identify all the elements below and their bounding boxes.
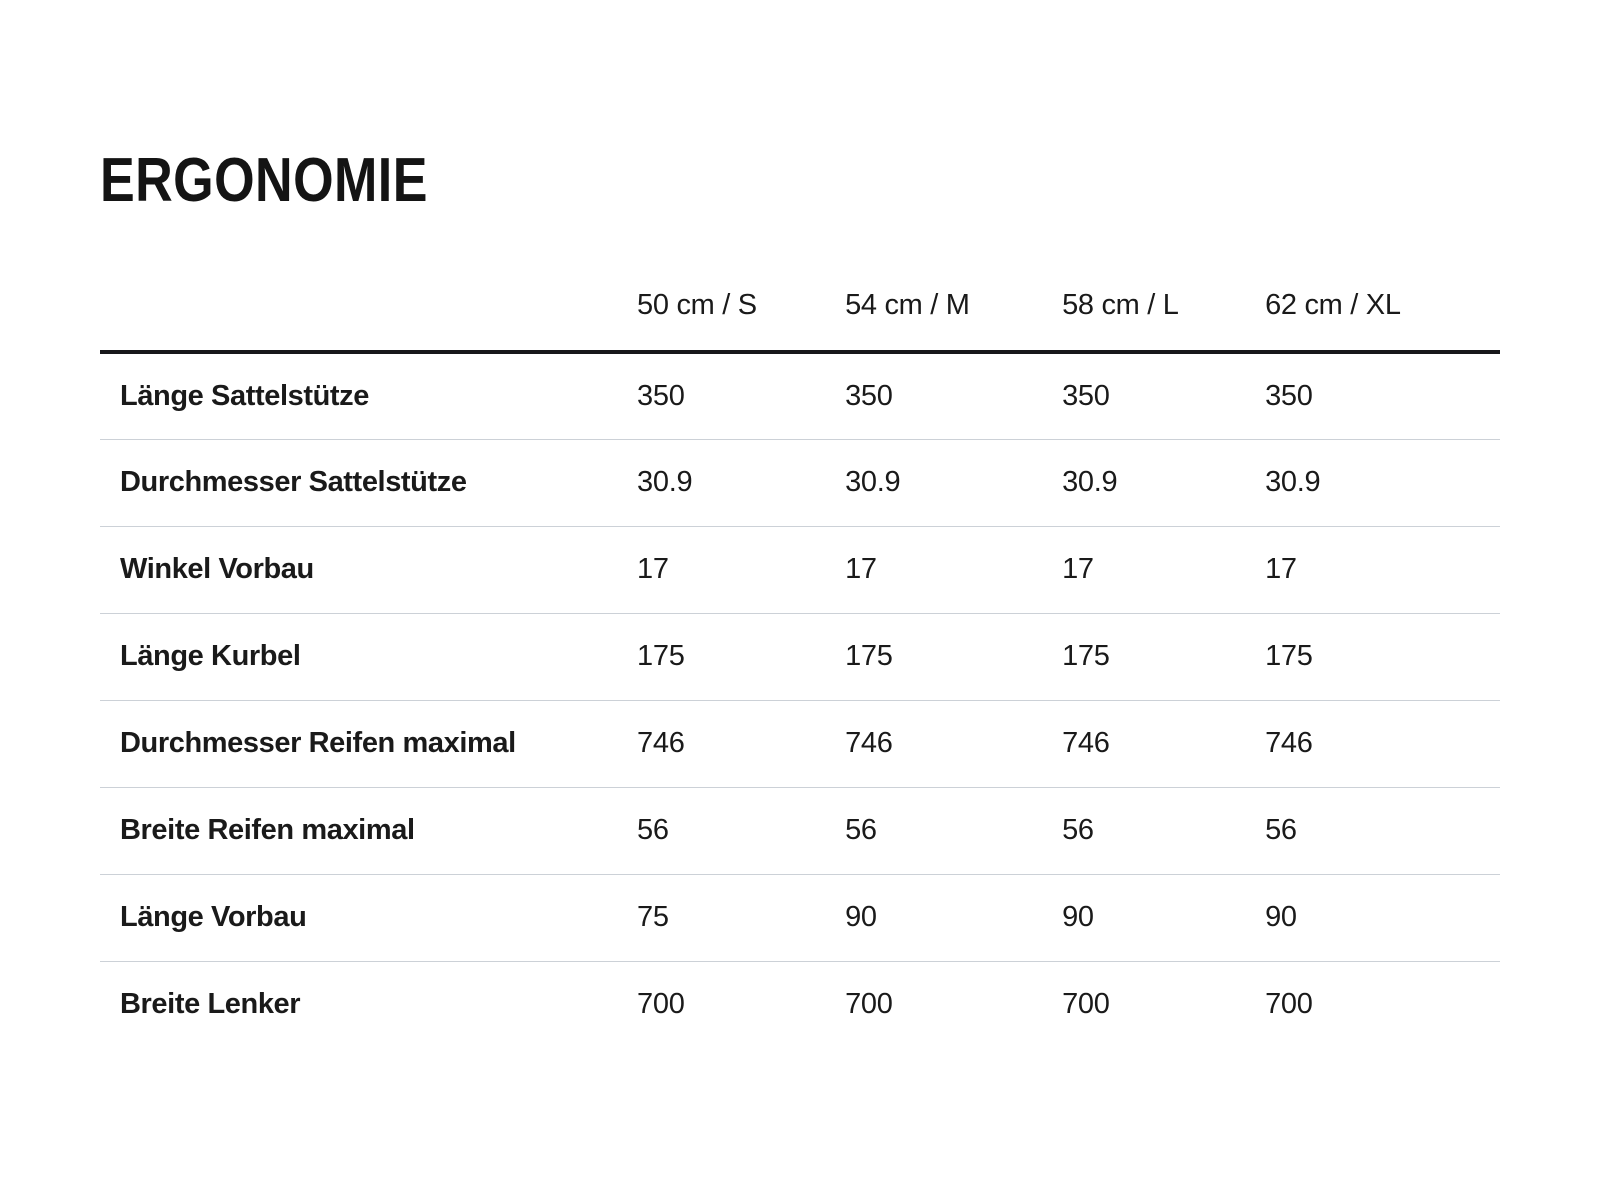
cell-value: 175 bbox=[845, 613, 1063, 701]
cell-value: 90 bbox=[845, 874, 1063, 962]
row-label: Breite Lenker bbox=[120, 988, 301, 1021]
row-label: Länge Sattelstütze bbox=[100, 352, 638, 440]
row-label: Durchmesser Reifen maximal bbox=[100, 700, 638, 788]
table-row: Winkel Vorbau 17 17 17 17 bbox=[100, 526, 1500, 614]
column-header-size-l: 58 cm / L bbox=[1062, 290, 1266, 354]
cell-value: 90 bbox=[1062, 874, 1266, 962]
cell-value: 746 bbox=[1265, 700, 1500, 788]
cell-value: 17 bbox=[637, 526, 846, 614]
cell-value: 175 bbox=[1265, 613, 1500, 701]
cell-value: 17 bbox=[845, 526, 1063, 614]
header-corner-empty bbox=[100, 290, 638, 354]
header-row: 50 cm / S 54 cm / M 58 cm / L 62 cm / XL bbox=[100, 290, 1500, 354]
row-label: Durchmesser Sattelstütze bbox=[100, 439, 638, 527]
row-label: Breite Reifen maximal bbox=[100, 787, 638, 875]
cell-value: 700 bbox=[637, 988, 685, 1021]
cell-value: 746 bbox=[637, 700, 846, 788]
cell-value: 700 bbox=[1265, 988, 1313, 1021]
row-label: Winkel Vorbau bbox=[100, 526, 638, 614]
cell-value: 746 bbox=[845, 700, 1063, 788]
table-row: Länge Sattelstütze 350 350 350 350 bbox=[100, 352, 1500, 440]
cell-value: 350 bbox=[845, 352, 1063, 440]
row-label: Länge Kurbel bbox=[100, 613, 638, 701]
cell-value: 30.9 bbox=[1265, 439, 1500, 527]
cell-value: 75 bbox=[637, 874, 846, 962]
cell-value: 56 bbox=[637, 787, 846, 875]
column-header-size-s: 50 cm / S bbox=[637, 290, 846, 354]
cell-value: 350 bbox=[637, 352, 846, 440]
cell-value: 746 bbox=[1062, 700, 1266, 788]
page-title: ERGONOMIE bbox=[100, 146, 428, 215]
cell-value: 56 bbox=[1062, 787, 1266, 875]
table-row: Breite Reifen maximal 56 56 56 56 bbox=[100, 787, 1500, 875]
column-header-size-m: 54 cm / M bbox=[845, 290, 1063, 354]
table-body: Länge Sattelstütze 350 350 350 350 Durchmesse… bbox=[100, 352, 1500, 1048]
table-row: Durchmesser Sattelstütze 30.9 30.9 30.9 30.9 bbox=[100, 439, 1500, 527]
cell-value: 175 bbox=[637, 613, 846, 701]
row-label: Länge Vorbau bbox=[100, 874, 638, 962]
cell-value: 17 bbox=[1265, 526, 1500, 614]
cell-value: 56 bbox=[845, 787, 1063, 875]
table-header: 50 cm / S 54 cm / M 58 cm / L 62 cm / XL bbox=[100, 290, 1500, 354]
cell-value: 17 bbox=[1062, 526, 1266, 614]
cell-value: 30.9 bbox=[845, 439, 1063, 527]
table-row: Breite Lenker 700 700 700 700 bbox=[100, 961, 1500, 1048]
column-header-size-xl: 62 cm / XL bbox=[1265, 290, 1500, 354]
cell-value: 175 bbox=[1062, 613, 1266, 701]
cell-value: 700 bbox=[845, 988, 893, 1021]
table-row: Durchmesser Reifen maximal 746 746 746 746 bbox=[100, 700, 1500, 788]
cell-value: 350 bbox=[1265, 352, 1500, 440]
cell-value: 30.9 bbox=[1062, 439, 1266, 527]
cell-value: 700 bbox=[1062, 988, 1110, 1021]
table-row: Länge Kurbel 175 175 175 175 bbox=[100, 613, 1500, 701]
ergonomics-table: 50 cm / S 54 cm / M 58 cm / L 62 cm / XL… bbox=[100, 290, 1500, 1048]
table-row: Länge Vorbau 75 90 90 90 bbox=[100, 874, 1500, 962]
ergonomics-section: ERGONOMIE 50 cm / S 54 cm / M 58 cm / L … bbox=[0, 150, 1600, 1200]
cell-value: 30.9 bbox=[637, 439, 846, 527]
cell-value: 56 bbox=[1265, 787, 1500, 875]
cell-value: 90 bbox=[1265, 874, 1500, 962]
cell-value: 350 bbox=[1062, 352, 1266, 440]
